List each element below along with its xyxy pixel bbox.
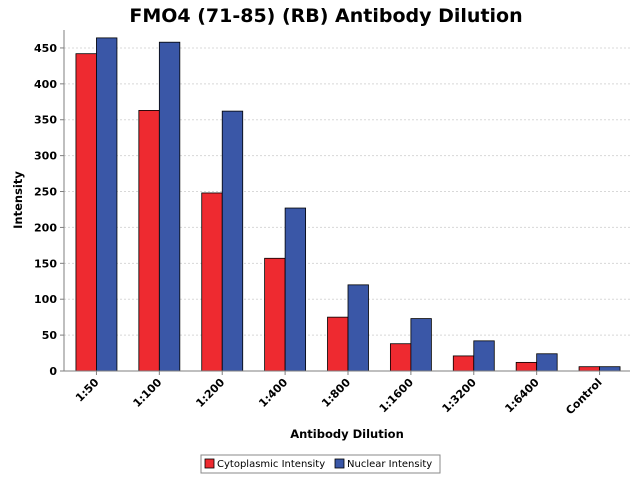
x-tick-label: 1:1600 (377, 376, 417, 416)
legend: Cytoplasmic Intensity Nuclear Intensity (200, 454, 441, 474)
x-tick-label: 1:100 (131, 376, 165, 410)
bar-cytoplasmic (201, 192, 223, 372)
legend-box (200, 454, 441, 474)
axes (63, 30, 630, 372)
y-tick-label: 300 (34, 150, 57, 163)
legend-swatch-nuclear (334, 458, 345, 469)
bar-cytoplasmic (389, 343, 412, 372)
x-tick-label: 1:3200 (440, 376, 480, 416)
bar-cytoplasmic (515, 361, 538, 372)
bar-nuclear (599, 366, 621, 372)
bar-nuclear (221, 110, 244, 372)
y-axis-label: Intensity (11, 171, 25, 229)
y-tick-label: 0 (49, 365, 57, 378)
y-ticks: 0 50 100 150 200 250 300 350 400 450 (34, 42, 64, 378)
x-tick-label: Control (563, 376, 604, 417)
y-tick-label: 50 (42, 329, 58, 342)
bar-cytoplasmic (75, 53, 97, 372)
x-tick-label: 1:6400 (502, 376, 542, 416)
y-tick-label: 150 (34, 257, 57, 270)
bar-cytoplasmic (452, 355, 475, 372)
x-tick-label: 1:200 (193, 376, 227, 410)
bar-nuclear (473, 340, 495, 372)
x-tick-label: 1:50 (73, 376, 102, 405)
y-tick-label: 200 (34, 221, 57, 234)
x-tick-label: 1:800 (319, 376, 353, 410)
x-axis-label: Antibody Dilution (290, 427, 404, 441)
chart-title: FMO4 (71-85) (RB) Antibody Dilution (129, 5, 522, 27)
legend-label-cytoplasmic: Cytoplasmic Intensity (217, 459, 325, 470)
legend-swatch-cytoplasmic (204, 458, 215, 469)
y-tick-label: 400 (34, 78, 57, 91)
y-tick-label: 100 (34, 293, 57, 306)
bar-cytoplasmic (327, 316, 349, 372)
bar-nuclear (410, 318, 432, 372)
bar-nuclear (536, 353, 558, 372)
x-tick-label: 1:400 (256, 376, 290, 410)
legend-label-nuclear: Nuclear Intensity (347, 459, 432, 470)
bars (75, 37, 621, 372)
bar-nuclear (158, 41, 181, 372)
bar-nuclear (284, 207, 307, 372)
x-ticks: 1:50 1:100 1:200 1:400 1:800 1:1600 1:3200 1:64… (73, 371, 605, 417)
bar-cytoplasmic (264, 257, 286, 372)
bar-cytoplasmic (138, 110, 160, 372)
bar-cytoplasmic (578, 366, 600, 372)
bar-nuclear (347, 284, 369, 372)
bar-nuclear (96, 37, 118, 372)
y-tick-label: 450 (34, 42, 57, 55)
y-tick-label: 250 (34, 186, 57, 199)
y-tick-label: 350 (34, 114, 57, 127)
